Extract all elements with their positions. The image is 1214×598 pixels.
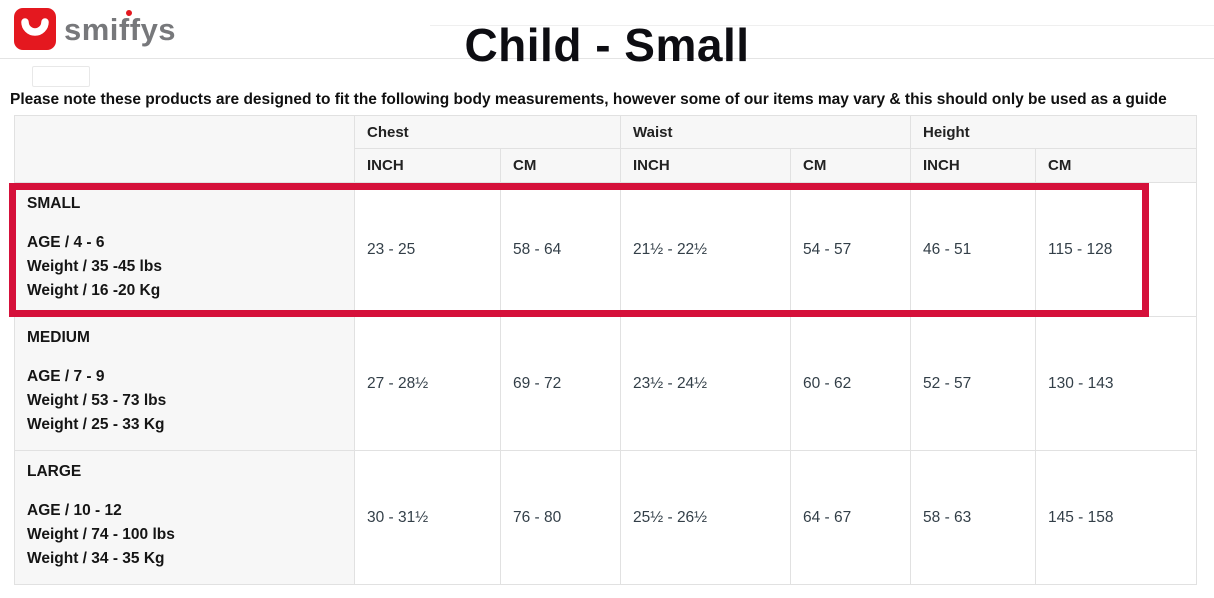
chest-inch-value: 30 - 31½ [354,450,501,585]
header-divider-faint [430,25,1214,26]
height-cm-value: 130 - 143 [1035,316,1198,451]
brand-wordmark: smiffys [64,9,177,47]
weight-lbs: Weight / 35 -45 lbs [27,258,162,275]
column-group-row: Chest Waist Height [14,115,1198,183]
size-name: SMALL [27,195,81,212]
unit-header-chest-cm: CM [500,148,621,183]
table-row-small: SMALL AGE / 4 - 6 Weight / 35 -45 lbs We… [14,182,1198,317]
size-chart-table: Chest Waist Height INCH CM INCH CM INCH … [14,115,1198,585]
corner-header-cell [14,115,355,183]
waist-inch-value: 21½ - 22½ [620,182,791,317]
brand-name: smiffys [64,11,177,47]
height-cm-value: 145 - 158 [1035,450,1198,585]
age-range: AGE / 4 - 6 [27,234,105,251]
unit-header-waist-cm: CM [789,148,912,183]
size-name: LARGE [27,463,82,480]
fit-guide-note: Please note these products are designed … [10,91,1167,108]
waist-inch-value: 25½ - 26½ [620,450,791,585]
brand-logo: smiffys [14,8,176,50]
height-inch-value: 52 - 57 [910,316,1037,451]
chest-inch-value: 27 - 28½ [354,316,501,451]
column-group-waist: Waist [619,115,912,149]
size-label-cell: SMALL AGE / 4 - 6 Weight / 35 -45 lbs We… [14,182,355,317]
weight-kg: Weight / 25 - 33 Kg [27,416,165,433]
unit-header-waist-inch: INCH [620,148,791,183]
age-range: AGE / 10 - 12 [27,502,122,519]
size-name: MEDIUM [27,329,90,346]
table-row-medium: MEDIUM AGE / 7 - 9 Weight / 53 - 73 lbs … [14,316,1198,451]
unit-header-row: INCH CM INCH CM INCH CM [15,148,1198,183]
height-inch-value: 46 - 51 [910,182,1037,317]
weight-kg: Weight / 16 -20 Kg [27,282,161,299]
unit-header-height-inch: INCH [910,148,1037,183]
chest-cm-value: 58 - 64 [500,182,621,317]
chest-cm-value: 76 - 80 [500,450,621,585]
chest-cm-value: 69 - 72 [500,316,621,451]
column-group-chest: Chest [354,115,621,149]
weight-kg: Weight / 34 - 35 Kg [27,550,165,567]
unit-header-chest-inch: INCH [354,148,501,183]
header-divider [0,58,1214,59]
weight-lbs: Weight / 53 - 73 lbs [27,392,167,409]
waist-cm-value: 54 - 57 [789,182,912,317]
brand-i-dot [126,9,132,16]
waist-cm-value: 64 - 67 [789,450,912,585]
unit-header-height-cm: CM [1035,148,1198,183]
smiffys-smile-icon [14,8,56,50]
table-row-large: LARGE AGE / 10 - 12 Weight / 74 - 100 lb… [14,450,1198,585]
column-group-height: Height [910,115,1198,149]
size-label-cell: MEDIUM AGE / 7 - 9 Weight / 53 - 73 lbs … [14,316,355,451]
height-cm-value: 115 - 128 [1035,182,1198,317]
size-label-cell: LARGE AGE / 10 - 12 Weight / 74 - 100 lb… [14,450,355,585]
weight-lbs: Weight / 74 - 100 lbs [27,526,175,543]
size-chart: Chest Waist Height INCH CM INCH CM INCH … [14,115,1198,585]
header-ghost-box [32,66,90,87]
age-range: AGE / 7 - 9 [27,368,105,385]
height-inch-value: 58 - 63 [910,450,1037,585]
waist-inch-value: 23½ - 24½ [620,316,791,451]
page-title: Child - Small [464,19,750,71]
chest-inch-value: 23 - 25 [354,182,501,317]
waist-cm-value: 60 - 62 [789,316,912,451]
